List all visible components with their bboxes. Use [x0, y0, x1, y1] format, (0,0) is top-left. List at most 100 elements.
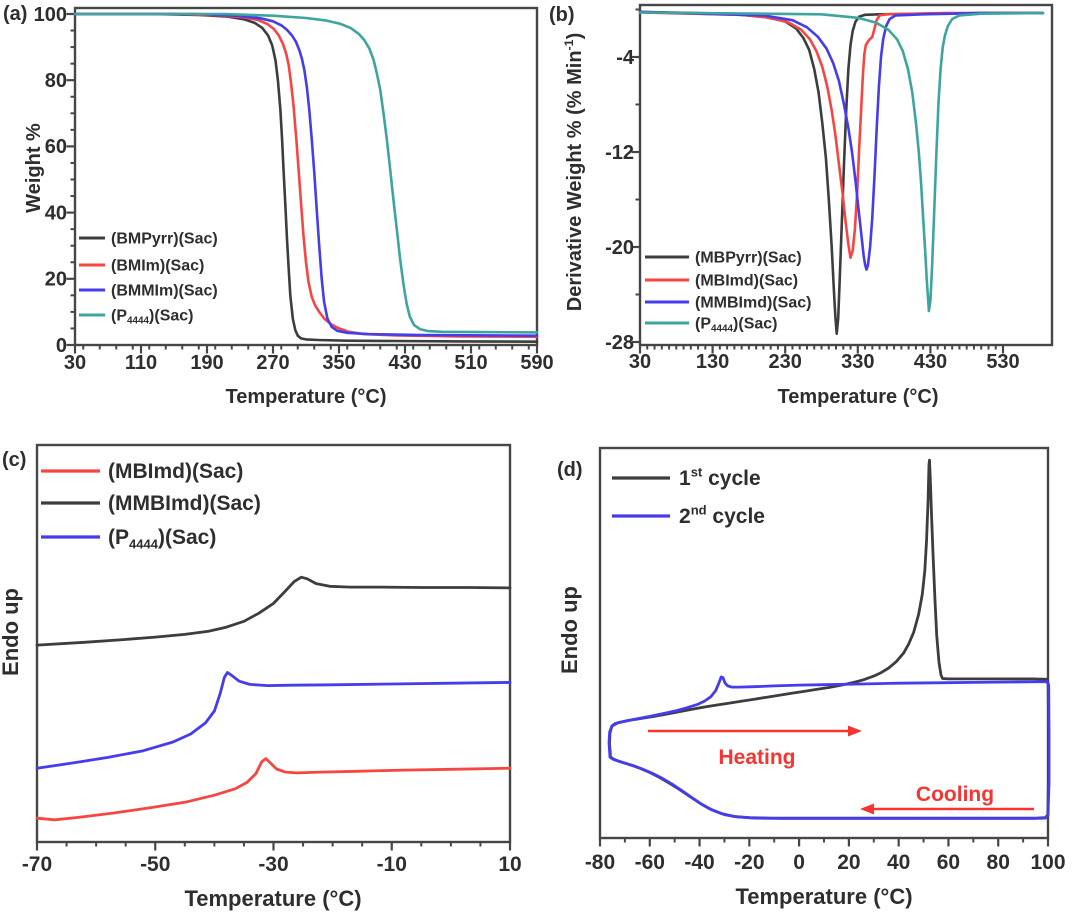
x-tick-label: 60 [937, 851, 960, 874]
series--bmpyrr-sac- [73, 12, 539, 344]
x-tick-label: 350 [322, 352, 355, 374]
plot-box-b [638, 3, 1054, 347]
x-tick-label: -20 [734, 851, 764, 874]
x-tick-label: 510 [454, 352, 487, 374]
x-tick-label: -10 [377, 853, 407, 876]
x-tick-label: 100 [1030, 851, 1065, 874]
y-tick-label: -20 [605, 237, 634, 259]
arrow-head [860, 803, 874, 815]
heating-label: Heating [648, 725, 862, 769]
x-tick-label: 130 [696, 351, 729, 373]
y-axis-title-b: Derivative Weight % (% Min-1) [562, 33, 586, 312]
legend-label: (BMIm)(Sac) [111, 257, 204, 274]
x-tick-label: 80 [987, 851, 1010, 874]
x-axis-title-b: Temperature (°C) [778, 386, 939, 408]
x-tick-label: 590 [520, 352, 553, 374]
legend-label: (BMMIm)(Sac) [111, 282, 218, 299]
x-tick-label: 0 [793, 851, 805, 874]
panel-tag-d: (d) [557, 459, 583, 481]
series--bmim-sac- [73, 12, 539, 339]
x-axis-c: -70 -50 -30 -10 10 [22, 842, 522, 876]
x-axis-a: 30 110 190 270 350 430 510 590 [64, 345, 554, 374]
cooling-label: Cooling [860, 783, 1034, 815]
x-tick-label: -80 [585, 851, 615, 874]
y-axis-title-d: Endo up [557, 586, 582, 674]
x-tick-label: 10 [498, 853, 521, 876]
panel-tag-a: (a) [3, 3, 27, 25]
x-tick-label: -40 [684, 851, 714, 874]
panel-c: -70 -50 -30 -10 10(MBImd)(Sac)(MMBImd)(Sac)(… [0, 443, 522, 911]
series--mbimd-sac- [638, 11, 1045, 260]
legend-label: (MMBImd)(Sac) [108, 492, 261, 515]
series--p4444-sac- [35, 671, 512, 770]
legend-label: (MMBImd)(Sac) [695, 294, 811, 311]
y-tick-label: 80 [45, 70, 67, 92]
legend-label: (MBImd)(Sac) [108, 460, 243, 483]
legend-b: (MBPyrr)(Sac) (MBImd)(Sac) (MMBImd)(Sac) (P… [645, 249, 811, 335]
series--bmmim-sac- [73, 12, 539, 338]
legend-label: (P4444)(Sac) [111, 307, 194, 326]
x-tick-label: 430 [914, 351, 947, 373]
x-tick-label: 530 [986, 351, 1019, 373]
legend-label: (P4444)(Sac) [108, 526, 216, 551]
y-tick-label: -12 [605, 142, 634, 164]
x-tick-label: 20 [837, 851, 860, 874]
legend-label: (MBPyrr)(Sac) [695, 249, 802, 266]
legend-label: 2nd cycle [679, 503, 765, 528]
x-tick-label: -50 [140, 853, 170, 876]
y-axis-title-a: Weight % [23, 123, 45, 213]
x-axis-title-d: Temperature (°C) [735, 884, 912, 909]
series--p4444-sac- [73, 12, 539, 334]
y-tick-label: 100 [34, 4, 67, 26]
legend-a: (BMPyrr)(Sac) (BMIm)(Sac) (BMMIm)(Sac) (P44… [79, 230, 218, 327]
panel-a: 30 110 190 270 350 430 510 590 0 20 40 60 80 100 (BMPy… [3, 3, 554, 408]
legend-label: (BMPyrr)(Sac) [111, 230, 218, 247]
x-tick-label: 230 [769, 351, 802, 373]
legend-label: (P4444)(Sac) [695, 315, 778, 334]
panel-b: 30 130 230 330 430 530 -4 -12 -20 -28 (MBPyrr)(Sac… [549, 3, 1054, 408]
x-tick-label: 190 [190, 352, 223, 374]
y-axis-b: -4 -12 -20 -28 [605, 8, 640, 354]
legend-label: 1st cycle [679, 465, 761, 490]
legend-d: 1st cycle 2nd cycle [612, 465, 765, 528]
x-tick-label: 110 [125, 352, 157, 374]
panel-tag-c: (c) [2, 449, 26, 471]
x-tick-label: 270 [256, 352, 289, 374]
x-tick-label: 40 [887, 851, 910, 874]
series--mmbimd-sac- [35, 575, 512, 647]
series--p4444-sac- [638, 11, 1045, 313]
y-tick-label: -4 [616, 47, 635, 69]
x-axis-b: 30 130 230 330 430 530 [629, 345, 1020, 373]
y-axis-a: 0 20 40 60 80 100 [34, 4, 75, 357]
y-tick-label: 60 [45, 136, 67, 158]
x-tick-label: -70 [22, 853, 52, 876]
y-tick-label: 20 [45, 269, 67, 291]
x-tick-label: 330 [841, 351, 874, 373]
x-axis-title-c: Temperature (°C) [184, 886, 361, 911]
series--mbpyrr-sac- [638, 10, 1045, 336]
series-2nd-cycle [607, 675, 1051, 820]
y-axis-title-c: Endo up [0, 588, 23, 676]
cooling-label-text: Cooling [916, 783, 994, 806]
x-tick-label: 30 [629, 351, 651, 373]
x-tick-label: -30 [258, 853, 288, 876]
legend-c: (MBImd)(Sac) (MMBImd)(Sac) (P4444)(Sac) [41, 460, 261, 551]
x-tick-label: 30 [64, 352, 86, 374]
y-tick-label: -28 [605, 332, 634, 354]
plot-box-a [73, 6, 539, 347]
legend-label: (MBImd)(Sac) [695, 272, 798, 289]
x-tick-label: -60 [635, 851, 665, 874]
y-tick-label: 40 [45, 202, 67, 224]
series--mbimd-sac- [35, 757, 512, 822]
plot-box-d [598, 446, 1050, 840]
panel-d: -80 -60 -40 -20 0 20 40 60 80 100 1st cycle 2nd cyc… [557, 446, 1066, 909]
series-1st-cycle [608, 458, 1050, 820]
x-axis-d: -80 -60 -40 -20 0 20 40 60 80 100 [585, 838, 1066, 874]
x-tick-label: 430 [388, 352, 421, 374]
x-axis-title-a: Temperature (°C) [226, 386, 387, 408]
y-tick-label: 0 [56, 335, 67, 357]
arrow-head [848, 725, 862, 737]
series--mmbimd-sac- [638, 10, 1045, 271]
